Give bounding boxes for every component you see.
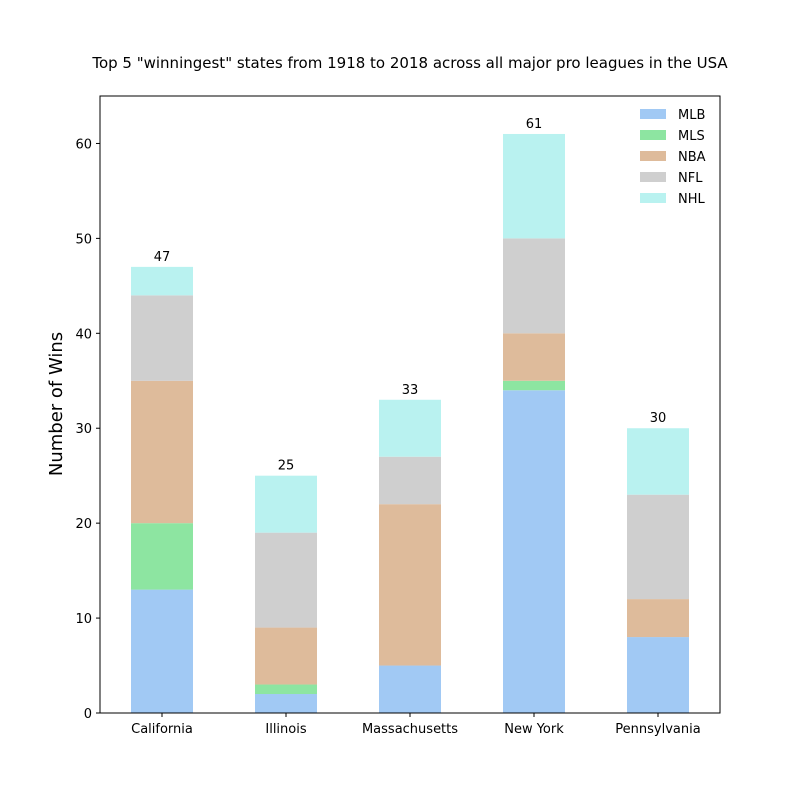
bar-illinois-nfl bbox=[255, 532, 317, 628]
y-tick-label: 30 bbox=[75, 422, 92, 437]
bar-new-york-nhl bbox=[503, 133, 565, 239]
bar-totals-group: 47 25 33 61 30 bbox=[154, 117, 667, 474]
x-tick-label: New York bbox=[504, 722, 564, 737]
y-axis-label: Number of Wins bbox=[46, 332, 67, 476]
bar-new-york-mls bbox=[503, 380, 565, 391]
bar-illinois-nhl bbox=[255, 475, 317, 533]
bar-total-label: 47 bbox=[154, 250, 171, 265]
y-tick-label: 40 bbox=[75, 327, 92, 342]
legend-swatch-nhl bbox=[640, 193, 666, 203]
x-tick-label: Massachusetts bbox=[362, 722, 458, 737]
bar-california-nfl bbox=[131, 295, 193, 381]
bar-california-nba bbox=[131, 380, 193, 524]
legend-label-nba: NBA bbox=[678, 150, 706, 165]
legend-swatch-nfl bbox=[640, 172, 666, 182]
bar-pennsylvania-mlb bbox=[627, 637, 689, 713]
y-tick-label: 50 bbox=[75, 232, 92, 247]
bar-illinois-mlb bbox=[255, 694, 317, 713]
legend-label-mls: MLS bbox=[678, 129, 705, 144]
legend-label-mlb: MLB bbox=[678, 108, 705, 123]
bar-new-york-mlb bbox=[503, 390, 565, 713]
bar-pennsylvania-nhl bbox=[627, 428, 689, 495]
bars-group bbox=[131, 133, 689, 713]
bar-new-york-nfl bbox=[503, 238, 565, 334]
legend-swatch-nba bbox=[640, 151, 666, 161]
y-axis: 0 10 20 30 40 50 60 bbox=[75, 137, 100, 722]
plot-area-frame bbox=[99, 95, 721, 714]
bar-illinois-nba bbox=[255, 627, 317, 685]
y-tick-label: 60 bbox=[75, 137, 92, 152]
bar-total-label: 30 bbox=[650, 411, 667, 426]
legend-swatch-mlb bbox=[640, 109, 666, 119]
bar-massachusetts-nhl bbox=[379, 399, 441, 457]
y-tick-label: 10 bbox=[75, 612, 92, 627]
bar-total-label: 25 bbox=[278, 459, 295, 474]
y-tick-label: 20 bbox=[75, 517, 92, 532]
x-tick-label: Pennsylvania bbox=[615, 722, 700, 737]
chart-title: Top 5 "winningest" states from 1918 to 2… bbox=[91, 54, 728, 72]
y-tick-label: 0 bbox=[84, 707, 92, 722]
bar-california-mlb bbox=[131, 589, 193, 713]
bar-massachusetts-nfl bbox=[379, 456, 441, 505]
bar-total-label: 33 bbox=[402, 383, 419, 398]
legend-label-nfl: NFL bbox=[678, 171, 703, 186]
bar-pennsylvania-nba bbox=[627, 599, 689, 638]
bar-california-mls bbox=[131, 523, 193, 590]
x-tick-label: California bbox=[131, 722, 193, 737]
x-axis: California Illinois Massachusetts New York P… bbox=[131, 713, 701, 737]
bar-pennsylvania-nfl bbox=[627, 494, 689, 600]
legend-label-nhl: NHL bbox=[678, 192, 706, 207]
bar-total-label: 61 bbox=[526, 117, 543, 132]
bar-massachusetts-nba bbox=[379, 504, 441, 666]
bar-new-york-nba bbox=[503, 333, 565, 381]
legend: MLB MLS NBA NFL NHL bbox=[640, 108, 706, 207]
bar-massachusetts-mlb bbox=[379, 665, 441, 713]
x-tick-label: Illinois bbox=[265, 722, 306, 737]
bar-illinois-mls bbox=[255, 684, 317, 695]
legend-swatch-mls bbox=[640, 130, 666, 140]
bar-california-nhl bbox=[131, 266, 193, 296]
